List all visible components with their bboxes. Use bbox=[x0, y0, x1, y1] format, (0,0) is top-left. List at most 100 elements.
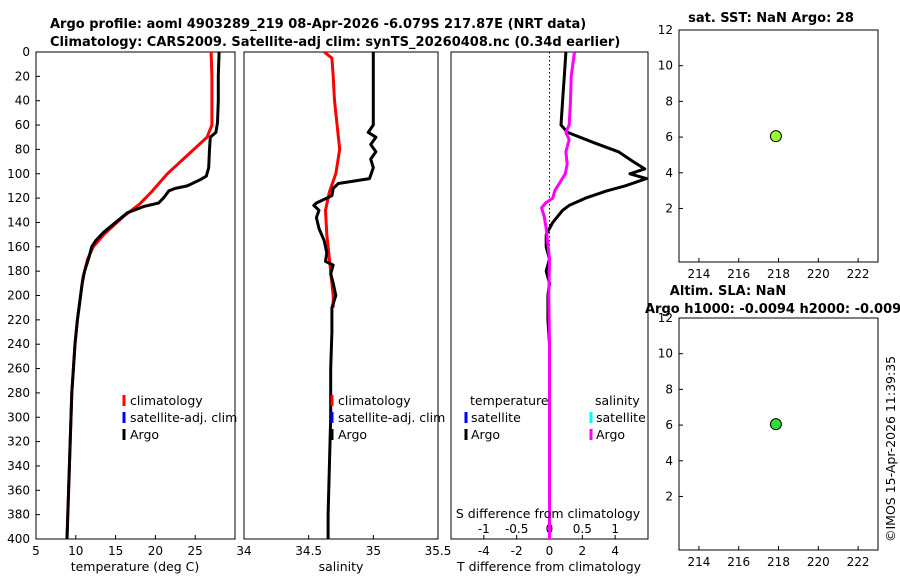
s-difference-label: S difference from climatology bbox=[456, 506, 641, 521]
salinity-x-axis: 34 34.5 35 35.5 bbox=[236, 535, 451, 558]
legend-label-climatology: climatology bbox=[130, 393, 203, 408]
sla-panel: Altim. SLA: NaN Argo h1000: -0.0094 h200… bbox=[645, 284, 900, 569]
y-tick-label: 10 bbox=[658, 347, 673, 361]
x-tick-label: -2 bbox=[511, 544, 523, 558]
sal-legend-label-argo: Argo bbox=[338, 427, 367, 442]
sla-subtitle: Argo h1000: -0.0094 h2000: -0.009 bbox=[645, 302, 900, 317]
x-tick-label: 4 bbox=[611, 544, 619, 558]
s-diff-tick-label: 0.5 bbox=[573, 522, 592, 536]
diff-legend-label-t-satellite: satellite bbox=[471, 410, 521, 425]
figure-title-line2: Climatology: CARS2009. Satellite-adj cli… bbox=[50, 35, 620, 50]
series-line-climatology bbox=[65, 51, 214, 540]
x-tick-label: 34.5 bbox=[295, 544, 322, 558]
x-tick-label: 214 bbox=[687, 555, 710, 569]
x-tick-label: 216 bbox=[727, 267, 750, 281]
series-line-argo bbox=[312, 52, 378, 539]
sal-legend-label-climatology: climatology bbox=[338, 393, 411, 408]
x-tick-label: 10 bbox=[68, 544, 83, 558]
x-tick-label: 5 bbox=[32, 544, 40, 558]
y-tick-label: 8 bbox=[665, 94, 673, 108]
y-tick-label: 10 bbox=[658, 59, 673, 73]
y-tick-label: 6 bbox=[665, 130, 673, 144]
s-diff-tick-label: -0.5 bbox=[505, 522, 528, 536]
sla-title: Altim. SLA: NaN bbox=[670, 284, 786, 299]
depth-tick-label: 120 bbox=[7, 191, 30, 205]
depth-tick-label: 160 bbox=[7, 240, 30, 254]
temperature-xlabel: temperature (deg C) bbox=[71, 559, 200, 574]
depth-tick-label: 380 bbox=[7, 508, 30, 522]
depth-tick-label: 200 bbox=[7, 289, 30, 303]
s-diff-tick-label: 1 bbox=[611, 522, 619, 536]
depth-tick-label: 220 bbox=[7, 313, 30, 327]
difference-lines bbox=[540, 51, 648, 539]
x-tick-label: 222 bbox=[847, 267, 870, 281]
temperature-legend: climatology satellite-adj. clim Argo bbox=[122, 393, 237, 442]
series-line-argo bbox=[65, 51, 221, 540]
temperature-lines bbox=[65, 51, 221, 540]
x-tick-label: 0 bbox=[546, 544, 554, 558]
y-tick-label: 12 bbox=[658, 23, 673, 37]
temperature-x-axis: 5 10 15 20 25 bbox=[32, 535, 203, 558]
salinity-legend: climatology satellite-adj. clim Argo bbox=[330, 393, 445, 442]
sst-title: sat. SST: NaN Argo: 28 bbox=[688, 11, 854, 26]
depth-tick-label: 280 bbox=[7, 386, 30, 400]
depth-tick-label: 400 bbox=[7, 532, 30, 546]
salinity-panel: 34 34.5 35 35.5 salinity climatology satell… bbox=[236, 50, 451, 574]
x-tick-label: 220 bbox=[807, 555, 830, 569]
y-tick-label: 4 bbox=[665, 166, 673, 180]
x-tick-label: 220 bbox=[807, 267, 830, 281]
temperature-panel: 0 20 40 60 80 100 120 140 160 180 200 220 240 260 280 3… bbox=[7, 45, 237, 574]
series-line-t-argo bbox=[544, 51, 648, 539]
x-tick-label: 34 bbox=[236, 544, 251, 558]
sla-axes-box bbox=[678, 317, 879, 551]
legend-label-argo: Argo bbox=[130, 427, 159, 442]
y-tick-label: 8 bbox=[665, 382, 673, 396]
salinity-xlabel: salinity bbox=[319, 559, 364, 574]
depth-tick-label: 80 bbox=[15, 142, 30, 156]
depth-tick-label: 300 bbox=[7, 410, 30, 424]
diff-legend-label-t-argo: Argo bbox=[471, 427, 500, 442]
x-tick-label: 218 bbox=[767, 267, 790, 281]
x-tick-label: 15 bbox=[108, 544, 123, 558]
depth-tick-label: 360 bbox=[7, 483, 30, 497]
y-tick-label: 12 bbox=[658, 311, 673, 325]
x-tick-label: 20 bbox=[148, 544, 163, 558]
x-tick-label: 214 bbox=[687, 267, 710, 281]
depth-tick-label: 340 bbox=[7, 459, 30, 473]
s-diff-tick-label: -1 bbox=[478, 522, 490, 536]
y-tick-label: 6 bbox=[665, 418, 673, 432]
x-tick-label: 218 bbox=[767, 555, 790, 569]
x-tick-label: 216 bbox=[727, 555, 750, 569]
y-tick-label: 4 bbox=[665, 454, 673, 468]
figure-title-line1: Argo profile: aoml 4903289_219 08-Apr-20… bbox=[50, 17, 586, 32]
x-tick-label: 2 bbox=[579, 544, 587, 558]
depth-axis: 0 20 40 60 80 100 120 140 160 180 200 220 240 260 280 3… bbox=[7, 45, 40, 546]
imos-timestamp: ©IMOS 15-Apr-2026 11:39:35 bbox=[883, 356, 898, 542]
data-point bbox=[769, 130, 782, 143]
difference-xlabel: T difference from climatology bbox=[456, 559, 642, 574]
difference-x-axis: -4 -2 0 2 4 bbox=[478, 535, 619, 558]
salinity-axes-box bbox=[243, 51, 439, 540]
salinity-lines bbox=[312, 50, 378, 539]
depth-tick-label: 260 bbox=[7, 362, 30, 376]
depth-tick-label: 100 bbox=[7, 167, 30, 181]
series-line-s-argo bbox=[540, 51, 576, 539]
data-point bbox=[769, 418, 782, 431]
x-tick-label: 35.5 bbox=[425, 544, 452, 558]
y-tick-label: 2 bbox=[665, 489, 673, 503]
diff-legend-label-s-argo: Argo bbox=[596, 427, 625, 442]
depth-tick-label: 40 bbox=[15, 94, 30, 108]
depth-tick-label: 320 bbox=[7, 435, 30, 449]
difference-panel: -4 -2 0 2 4 -1 -0.5 0 0.5 1 T difference from cl… bbox=[450, 51, 649, 574]
diff-legend-label-s-satellite: satellite bbox=[596, 410, 646, 425]
depth-tick-label: 60 bbox=[15, 118, 30, 132]
temperature-axes-box bbox=[35, 51, 236, 540]
x-tick-label: 25 bbox=[188, 544, 203, 558]
depth-tick-label: 20 bbox=[15, 69, 30, 83]
difference-legend: temperature satellite Argo salinity sate… bbox=[464, 393, 646, 442]
legend-label-satellite: satellite-adj. clim bbox=[130, 410, 237, 425]
x-tick-label: 35 bbox=[366, 544, 381, 558]
